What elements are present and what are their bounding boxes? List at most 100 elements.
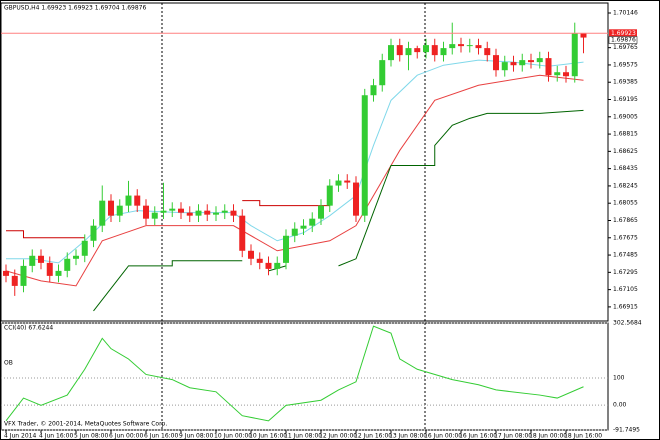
y-tick-label: 0.00: [613, 402, 627, 409]
x-tick-label: 9 Jun 08:00: [179, 433, 213, 440]
candle-body: [38, 255, 44, 263]
price-label-box: [608, 36, 638, 44]
indicator-title: CCI(40) 67.6244: [4, 325, 53, 332]
y-tick-label: 302.5684: [613, 320, 642, 327]
copyright: VFX Trader, © 2001-2014, MetaQuotes Soft…: [4, 421, 167, 428]
candle-body: [125, 195, 132, 206]
candle-body: [440, 48, 447, 56]
level-annotation: OB: [4, 359, 13, 366]
y-tick-label: 1.68435: [613, 165, 638, 172]
x-tick-label: 16 Jun 00:00: [424, 433, 462, 440]
candle-body: [571, 33, 578, 77]
x-tick-label: 6 Jun 16:00: [144, 433, 178, 440]
y-tick-label: 1.67295: [613, 269, 638, 276]
x-tick-label: 4 Jun 16:00: [39, 433, 73, 440]
candle-body: [458, 44, 464, 47]
candle-body: [536, 58, 543, 63]
candle-body: [274, 262, 281, 269]
candle-body: [353, 182, 359, 216]
y-tick-label: 1.67865: [613, 217, 638, 224]
y-tick-label: 1.67105: [613, 286, 638, 293]
indicator-line: [5, 74, 584, 287]
x-tick-label: 11 Jun 08:00: [284, 433, 322, 440]
candle-body: [423, 45, 429, 53]
candle-body: [134, 195, 141, 206]
y-tick-label: 1.68815: [613, 131, 638, 138]
candle-body: [178, 208, 184, 213]
candle-body: [64, 258, 71, 271]
y-tick-label: 1.69765: [613, 44, 638, 51]
candle-body: [528, 60, 534, 63]
candle-body: [449, 44, 456, 49]
candle-body: [11, 275, 18, 286]
candle-body: [186, 212, 193, 216]
candle-body: [484, 48, 491, 56]
candle-body: [169, 208, 176, 211]
candle-body: [519, 60, 526, 66]
candle-body: [414, 48, 421, 53]
candle-body: [73, 255, 79, 259]
candle-body: [213, 212, 219, 215]
y-tick-label: 1.68245: [613, 182, 638, 189]
candle-body: [475, 45, 482, 49]
candle-body: [239, 215, 246, 251]
y-tick-label: 1.67485: [613, 252, 638, 259]
candle-body: [256, 258, 263, 263]
candle-body: [545, 58, 552, 76]
x-tick-label: 12 Jun 00:00: [319, 433, 357, 440]
candle-body: [3, 270, 9, 276]
candle-body: [29, 255, 36, 266]
candle-body: [195, 210, 202, 216]
candle-body: [248, 250, 254, 259]
chart-title: GBPUSD,H4 1.69923 1.69923 1.69704 1.6987…: [4, 5, 146, 12]
x-tick-label: 6 Jun 00:00: [109, 433, 143, 440]
y-tick-label: 1.67675: [613, 234, 638, 241]
indicator-line: [6, 200, 330, 239]
price-label: 1.69876: [611, 37, 636, 44]
candle-body: [230, 210, 237, 216]
x-tick-label: 16 Jun 16:00: [459, 433, 497, 440]
candle-body: [291, 228, 298, 236]
x-tick-label: 12 Jun 16:00: [354, 433, 392, 440]
candle-body: [143, 205, 149, 219]
candle-body: [501, 62, 508, 71]
y-tick-label: 1.68055: [613, 200, 638, 207]
candle-body: [379, 60, 386, 86]
candle-body: [370, 85, 377, 96]
candle-body: [344, 180, 351, 183]
candle-body: [204, 210, 211, 215]
candle-body: [326, 185, 333, 206]
candle-body: [20, 265, 27, 286]
x-tick-label: 10 Jun 00:00: [214, 433, 252, 440]
candle-body: [335, 180, 342, 186]
candle-body: [309, 218, 316, 226]
candle-body: [388, 45, 394, 61]
candle-body: [221, 210, 228, 213]
candle-body: [46, 262, 53, 276]
candle-body: [493, 55, 499, 71]
candle-body: [99, 200, 106, 226]
candle-body: [300, 225, 307, 229]
y-tick-label: 1.69005: [613, 113, 638, 120]
y-tick-label: 1.69385: [613, 79, 638, 86]
candle-body: [90, 225, 97, 241]
price-label-box: [609, 29, 637, 37]
x-tick-label: 13 Jun 08:00: [389, 433, 427, 440]
y-tick-label: -91.7495: [613, 427, 640, 434]
candle-body: [108, 200, 114, 216]
y-tick-label: 1.70146: [613, 10, 638, 17]
candle-body: [265, 262, 272, 269]
x-tick-label: 18 Jun 00:00: [529, 433, 567, 440]
candle-body: [116, 205, 123, 216]
candle-body: [81, 240, 88, 256]
price-pane: [0, 2, 609, 322]
x-tick-label: 17 Jun 08:00: [494, 433, 532, 440]
cci-line: [5, 325, 584, 422]
candle-body: [466, 45, 473, 47]
candle-body: [580, 33, 587, 38]
candle-body: [405, 48, 412, 56]
candle-body: [563, 72, 569, 77]
candle-body: [510, 62, 517, 66]
